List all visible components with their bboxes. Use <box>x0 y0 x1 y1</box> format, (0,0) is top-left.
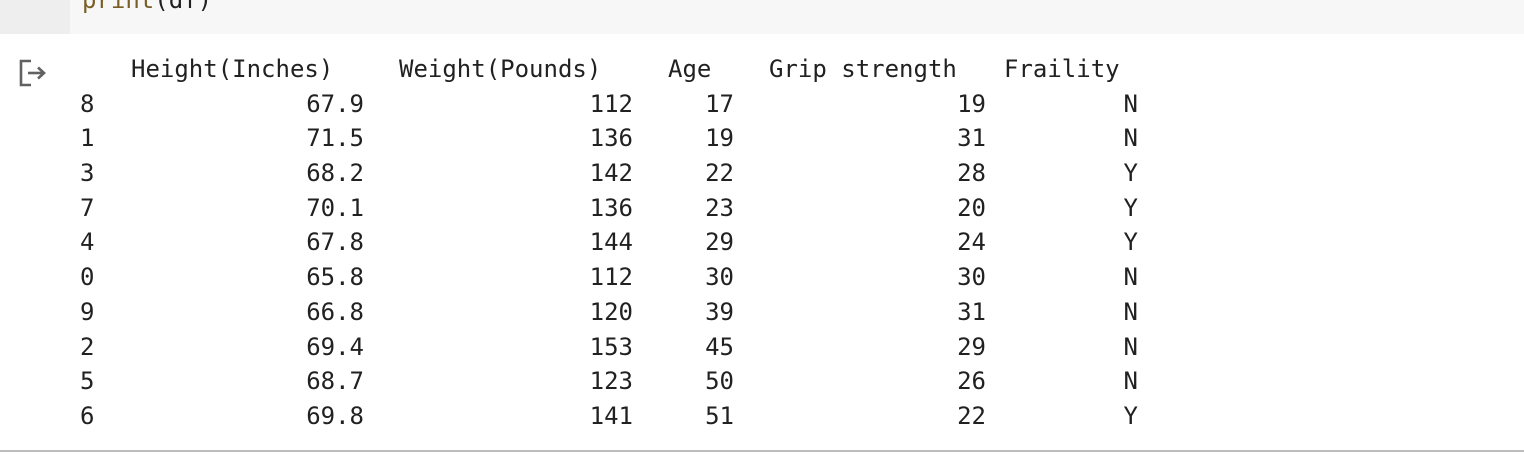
height-value: 68.7 <box>306 367 364 395</box>
grip-value: 19 <box>957 89 986 118</box>
weight-value: 123 <box>589 367 633 395</box>
row-index: 4 <box>80 228 95 256</box>
frailty-value: Y <box>1123 159 1138 187</box>
age-value: 17 <box>705 89 734 118</box>
frailty-value: N <box>1123 263 1138 291</box>
frailty-value: N <box>1123 367 1138 395</box>
row-index: 5 <box>80 367 95 395</box>
frailty-value: Y <box>1123 228 1138 256</box>
code-cell-editor[interactable]: print(df) <box>70 0 1524 34</box>
height-value: 65.8 <box>306 263 364 291</box>
table-row: 1 71.5 136 19 31 N <box>0 121 1200 155</box>
table-row: 3 68.2 142 22 28 Y <box>0 156 1200 190</box>
row-index: 6 <box>80 402 95 430</box>
weight-value: 112 <box>589 263 633 291</box>
weight-value: 112 <box>589 89 633 118</box>
table-row: 2 69.4 153 45 29 N <box>0 330 1200 364</box>
height-value: 66.8 <box>306 298 364 326</box>
header-weight: Weight(Pounds) <box>399 55 602 83</box>
grip-value: 31 <box>957 124 986 152</box>
grip-value: 24 <box>957 228 986 256</box>
height-value: 67.8 <box>306 228 364 256</box>
age-value: 29 <box>705 228 734 256</box>
age-value: 45 <box>705 332 734 361</box>
grip-value: 28 <box>957 159 986 187</box>
table-row: 7 70.1 136 23 20 Y <box>0 191 1200 225</box>
height-value: 67.9 <box>306 89 364 118</box>
cell-divider <box>0 450 1524 452</box>
row-index: 3 <box>80 159 95 187</box>
weight-value: 120 <box>589 298 633 326</box>
grip-value: 22 <box>957 402 986 430</box>
header-height: Height(Inches) <box>131 55 334 83</box>
age-value: 39 <box>705 298 734 326</box>
weight-value: 136 <box>589 193 633 222</box>
weight-value: 141 <box>589 402 633 430</box>
table-row: 6 69.8 141 51 22 Y <box>0 399 1200 433</box>
code-cell-gutter[interactable] <box>0 0 70 34</box>
row-index: 1 <box>80 124 95 152</box>
row-index: 9 <box>80 298 95 326</box>
age-value: 23 <box>705 193 734 222</box>
age-value: 19 <box>705 124 734 152</box>
row-index: 7 <box>80 193 95 222</box>
table-row: 8 67.9 112 17 19 N <box>0 87 1200 121</box>
height-value: 68.2 <box>306 159 364 187</box>
weight-value: 153 <box>589 332 633 361</box>
frailty-value: N <box>1123 89 1138 118</box>
code-function: print <box>82 0 155 14</box>
weight-value: 142 <box>589 159 633 187</box>
row-index: 0 <box>80 263 95 291</box>
dataframe-header-row: Height(Inches) Weight(Pounds) Age Grip s… <box>0 52 1200 86</box>
age-value: 51 <box>705 402 734 430</box>
table-row: 0 65.8 112 30 30 N <box>0 260 1200 294</box>
code-argument: df <box>168 0 198 14</box>
table-row: 5 68.7 123 50 26 N <box>0 364 1200 398</box>
header-age: Age <box>668 55 712 83</box>
frailty-value: N <box>1123 332 1138 361</box>
output-redirect-icon[interactable] <box>18 59 48 87</box>
row-index: 2 <box>80 332 95 361</box>
grip-value: 29 <box>957 332 986 361</box>
grip-value: 30 <box>957 263 986 291</box>
frailty-value: Y <box>1123 193 1138 222</box>
height-value: 70.1 <box>306 193 364 222</box>
grip-value: 20 <box>957 193 986 222</box>
frailty-value: Y <box>1123 402 1138 430</box>
age-value: 30 <box>705 263 734 291</box>
header-grip-strength: Grip strength <box>769 55 957 83</box>
weight-value: 136 <box>589 124 633 152</box>
weight-value: 144 <box>589 228 633 256</box>
code-open-paren: ( <box>154 0 169 14</box>
age-value: 50 <box>705 367 734 395</box>
grip-value: 31 <box>957 298 986 326</box>
age-value: 22 <box>705 159 734 187</box>
height-value: 69.4 <box>306 332 364 361</box>
height-value: 69.8 <box>306 402 364 430</box>
frailty-value: N <box>1123 298 1138 326</box>
row-index: 8 <box>80 89 95 118</box>
table-row: 9 66.8 120 39 31 N <box>0 295 1200 329</box>
grip-value: 26 <box>957 367 986 395</box>
height-value: 71.5 <box>306 124 364 152</box>
table-row: 4 67.8 144 29 24 Y <box>0 225 1200 259</box>
code-close-paren: ) <box>197 0 213 14</box>
code-line: print(df) <box>82 0 212 14</box>
header-frailty: Fraility <box>1004 55 1120 83</box>
frailty-value: N <box>1123 124 1138 152</box>
